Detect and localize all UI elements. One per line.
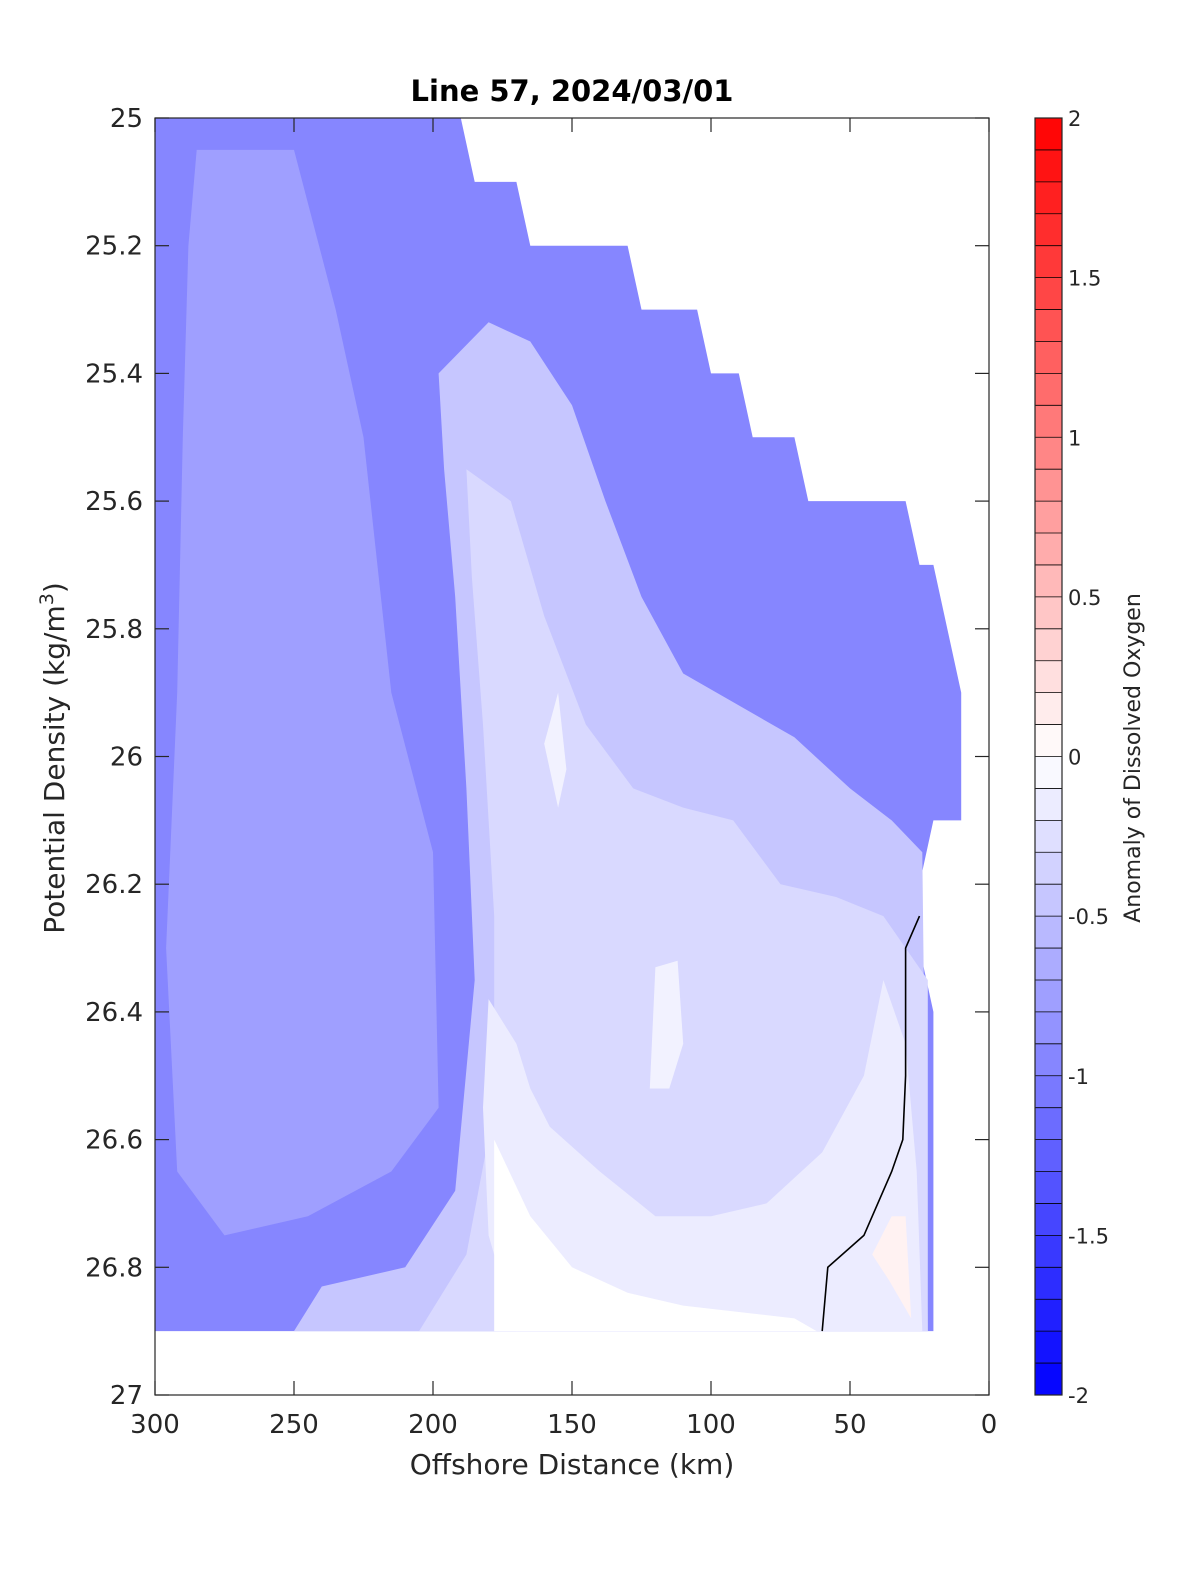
x-tick-label: 300 <box>130 1410 180 1440</box>
colorbar-label: Anomaly of Dissolved Oxygen <box>1121 593 1146 923</box>
x-tick-label: 200 <box>408 1410 458 1440</box>
chart-title: Line 57, 2024/03/01 <box>411 74 734 108</box>
x-tick-label: 50 <box>833 1410 866 1440</box>
colorbar-segment <box>1035 724 1062 757</box>
colorbar-segment <box>1035 1203 1062 1236</box>
colorbar-segment <box>1035 245 1062 279</box>
anomaly-contour-region-1 <box>166 149 439 1236</box>
colorbar-segment <box>1035 1363 1062 1396</box>
colorbar-frame <box>1034 117 1063 1396</box>
colorbar-segment <box>1035 213 1062 247</box>
y-axis-label: Potential Density (kg/m3) <box>36 582 71 934</box>
y-tick-label: 25 <box>110 104 143 134</box>
y-axis-label-superscript: 3 <box>36 593 58 605</box>
y-axis-label-main: Potential Density (kg/m <box>38 605 71 934</box>
anomaly-contour-region-4 <box>483 980 923 1332</box>
colorbar-segment <box>1035 149 1062 183</box>
colorbar-segment <box>1035 979 1062 1013</box>
colorbar-segment <box>1035 692 1062 725</box>
colorbar-tick-label: -0.5 <box>1068 905 1109 929</box>
x-tick-label: 150 <box>547 1410 597 1440</box>
y-tick-label: 25.2 <box>85 232 143 262</box>
y-axis-label-close: ) <box>38 582 71 593</box>
colorbar-segment <box>1035 501 1062 534</box>
x-tick-label: 100 <box>686 1410 736 1440</box>
colorbar-tick-label: 0 <box>1068 746 1081 770</box>
colorbar-segment <box>1035 469 1062 502</box>
y-tick-label: 26.8 <box>85 1253 143 1283</box>
colorbar-tick-label: 1 <box>1068 426 1081 450</box>
colorbar-segment <box>1035 1011 1062 1045</box>
colorbar: 2 1.5 1 0.5 0 -0.5 -1 -1.5 -2 <box>1034 107 1109 1408</box>
colorbar-segment <box>1035 309 1062 342</box>
colorbar-segment <box>1035 1267 1062 1300</box>
anomaly-contour-region-5 <box>494 1139 817 1332</box>
colorbar-segment <box>1035 405 1062 438</box>
y-tick-label: 25.4 <box>85 359 143 389</box>
colorbar-segment <box>1035 852 1062 885</box>
colorbar-segment <box>1035 788 1062 821</box>
colorbar-segment <box>1035 1171 1062 1204</box>
colorbar-segment <box>1035 533 1062 566</box>
x-tick-label: 0 <box>981 1410 998 1440</box>
y-tick-label: 26.2 <box>85 870 143 900</box>
zero-contour-line <box>821 915 921 1332</box>
colorbar-segment <box>1035 660 1062 694</box>
anomaly-contour-region-7 <box>649 960 684 1089</box>
colorbar-segment <box>1035 341 1062 374</box>
anomaly-contour-region-6 <box>544 692 567 808</box>
anomaly-contour-region-8 <box>872 1216 912 1319</box>
colorbar-segment <box>1035 1107 1062 1141</box>
colorbar-tick-label: -2 <box>1068 1384 1089 1408</box>
colorbar-segment <box>1035 596 1062 630</box>
colorbar-segment <box>1035 916 1062 949</box>
colorbar-segment <box>1035 277 1062 310</box>
colorbar-tick-label: -1 <box>1068 1065 1089 1089</box>
colorbar-segment <box>1035 1075 1062 1109</box>
colorbar-segment <box>1035 628 1062 662</box>
y-tick-label: 26.4 <box>85 998 143 1028</box>
colorbar-segment <box>1035 1139 1062 1172</box>
contour-plot-area <box>155 118 962 1332</box>
y-tick-label: 26.6 <box>85 1126 143 1156</box>
colorbar-segment <box>1035 564 1062 598</box>
colorbar-segment <box>1035 1331 1062 1364</box>
x-axis-label: Offshore Distance (km) <box>410 1448 735 1481</box>
colorbar-segment <box>1035 884 1062 917</box>
y-tick-label: 25.8 <box>85 615 143 645</box>
y-tick-label: 26 <box>110 743 143 773</box>
colorbar-segment <box>1035 1043 1062 1077</box>
colorbar-segment <box>1035 373 1062 406</box>
colorbar-tick-label: 2 <box>1068 107 1081 131</box>
colorbar-segment <box>1035 756 1062 789</box>
y-tick-label: 25.6 <box>85 487 143 517</box>
colorbar-segment <box>1035 118 1062 151</box>
axes: 300 250 200 150 100 50 0 25 25.2 25.4 25.6 25.8 26 26… <box>85 104 997 1440</box>
colorbar-segment <box>1035 948 1062 981</box>
anomaly-contour-region-3 <box>419 469 928 1332</box>
colorbar-tick-label: 1.5 <box>1068 267 1101 291</box>
colorbar-segment <box>1035 437 1062 470</box>
colorbar-segment <box>1035 181 1062 215</box>
colorbar-tick-label: -1.5 <box>1068 1224 1109 1248</box>
colorbar-segment <box>1035 1235 1062 1268</box>
colorbar-segment <box>1035 820 1062 853</box>
y-tick-label: 27 <box>110 1381 143 1411</box>
colorbar-segment <box>1035 1299 1062 1332</box>
x-tick-label: 250 <box>269 1410 319 1440</box>
colorbar-tick-label: 0.5 <box>1068 586 1101 610</box>
